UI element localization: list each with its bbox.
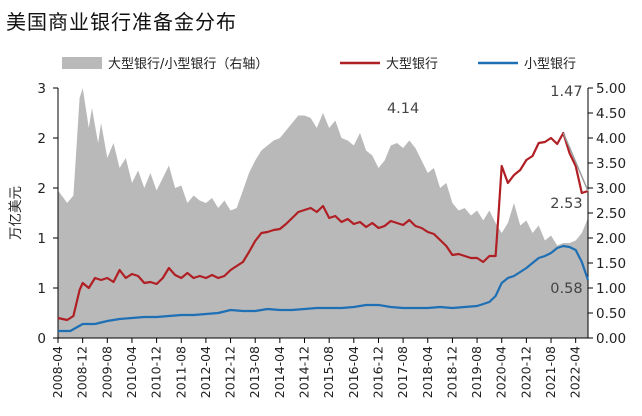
area-series [58, 88, 588, 338]
y-left-tick-label: 2 [37, 181, 46, 197]
x-tick-label: 2018-04 [420, 346, 435, 398]
x-tick-label: 2016-04 [346, 346, 361, 398]
y-left-tick-label: 1 [37, 281, 46, 297]
y-right-tick-label: 3.50 [596, 156, 626, 172]
legend-label: 大型银行 [386, 57, 438, 72]
x-tick-label: 2020-12 [518, 346, 533, 398]
x-tick-label: 2014-12 [297, 346, 312, 398]
y-left-tick-label: 2 [37, 131, 46, 147]
y-right-tick-label: 5.00 [596, 81, 626, 97]
x-tick-label: 2008-12 [75, 346, 90, 398]
y-right-tick-label: 1.00 [596, 281, 626, 297]
annotation-label: 1.47 [550, 84, 582, 100]
line-series [57, 131, 589, 322]
x-tick-label: 2010-12 [149, 346, 164, 398]
lines-layer [57, 131, 590, 333]
area-layer [58, 88, 588, 338]
y-right-tick-label: 1.50 [596, 256, 626, 272]
y-left-tick-label: 0 [37, 331, 46, 347]
annotation-layer: 4.14 1.47 2.53 0.58 [387, 84, 583, 297]
y-axis-title: 万亿美元 [8, 186, 24, 240]
legend-label: 小型银行 [524, 57, 576, 72]
x-tick-label: 2012-04 [198, 346, 213, 398]
y-left-tick-label: 1 [37, 231, 46, 247]
y-right-tick-label: 2.50 [596, 206, 626, 222]
chart-title: 美国商业银行准备金分布 [6, 10, 237, 34]
x-tick-label: 2014-04 [272, 346, 287, 398]
legend: 大型银行/小型银行（右轴） 大型银行 小型银行 [62, 57, 576, 72]
y-left-tick-label: 3 [37, 81, 46, 97]
line-series [58, 244, 590, 333]
annotation-label: 2.53 [550, 196, 582, 212]
trend-line [562, 132, 589, 192]
x-tick-label: 2008-04 [50, 346, 65, 398]
y-right-tick-label: 3.00 [596, 181, 626, 197]
annotation-label: 0.58 [550, 281, 582, 297]
x-tick-label: 2011-08 [173, 346, 188, 398]
x-tick-label: 2016-12 [370, 346, 385, 398]
x-tick-label: 2015-08 [321, 346, 336, 398]
x-tick-label: 2020-04 [494, 346, 509, 398]
axes-layer: 0 1 1 2 2 3 0.00 0.50 1.00 1.50 2.00 2.50 3.00 3.50 4.… [37, 81, 626, 398]
y-right-tick-label: 4.50 [596, 106, 626, 122]
x-tick-label: 2010-04 [124, 346, 139, 398]
annotation-label: 4.14 [387, 101, 419, 117]
x-tick-label: 2019-08 [469, 346, 484, 398]
x-tick-label: 2021-08 [543, 346, 558, 398]
y-right-tick-label: 0.50 [596, 306, 626, 322]
x-tick-label: 2018-12 [444, 346, 459, 398]
legend-label: 大型银行/小型银行（右轴） [108, 57, 268, 72]
legend-swatch-area [62, 57, 102, 69]
y-right-tick-label: 4.00 [596, 131, 626, 147]
x-tick-label: 2009-08 [99, 346, 114, 398]
y-right-tick-label: 0.00 [596, 331, 626, 347]
x-tick-label: 2017-08 [395, 346, 410, 398]
x-tick-label: 2012-12 [223, 346, 238, 398]
x-tick-label: 2013-08 [247, 346, 262, 398]
x-tick-label: 2022-04 [568, 346, 583, 398]
y-right-tick-label: 2.00 [596, 231, 626, 247]
